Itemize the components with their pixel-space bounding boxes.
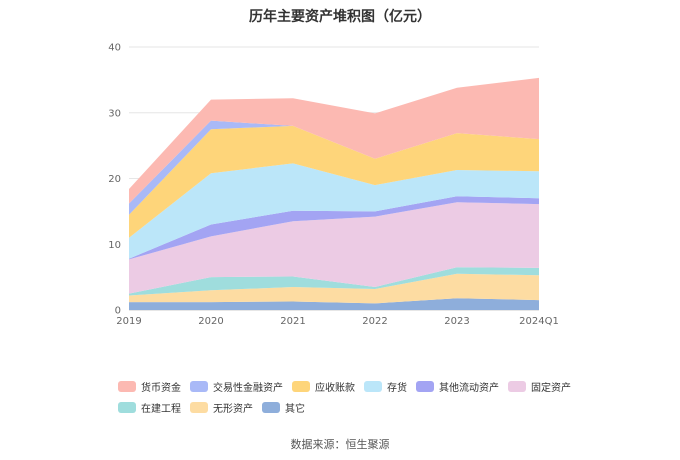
legend-label: 应收账款 (315, 383, 355, 394)
legend-label: 交易性金融资产 (213, 383, 283, 394)
legend-item[interactable]: 货币资金 (118, 379, 181, 394)
legend-swatch (262, 402, 280, 413)
x-tick-label: 2020 (198, 316, 223, 327)
x-tick-label: 2019 (116, 316, 141, 327)
legend-item[interactable]: 其他流动资产 (416, 379, 499, 394)
y-tick-label: 0 (115, 306, 121, 317)
legend-label: 货币资金 (141, 383, 181, 394)
area-其他流动资产[interactable] (129, 196, 539, 260)
stacked-area-chart: 0 10 20 30 40 2019 2020 2021 2022 2023 2024Q1 (108, 43, 559, 328)
area-无形资产[interactable] (129, 273, 539, 304)
legend-label: 其它 (285, 404, 305, 415)
legend-swatch (118, 402, 136, 413)
area-固定资产[interactable] (129, 202, 539, 294)
legend-swatch (118, 381, 136, 392)
area-应收账款[interactable] (129, 125, 539, 238)
legend-label: 固定资产 (531, 383, 571, 394)
legend-label: 无形资产 (213, 404, 253, 415)
y-tick-label: 10 (108, 240, 121, 251)
area-其它[interactable] (129, 298, 539, 310)
legend-item[interactable]: 交易性金融资产 (190, 379, 283, 394)
x-tick-label: 2021 (280, 316, 305, 327)
legend-item[interactable]: 无形资产 (190, 400, 253, 415)
legend: 货币资金 交易性金融资产 应收账款 存货 其他流动资产 固定资产在建工程 无形资产 其它 (118, 379, 588, 415)
area-货币资金[interactable] (129, 77, 539, 204)
x-tick-label: 2024Q1 (519, 316, 559, 327)
y-tick-label: 20 (108, 174, 121, 185)
legend-item[interactable]: 应收账款 (292, 379, 355, 394)
x-tick-label: 2022 (362, 316, 387, 327)
x-tick-label: 2023 (444, 316, 469, 327)
legend-item[interactable]: 存货 (364, 379, 407, 394)
legend-swatch (190, 381, 208, 392)
y-tick-label: 30 (108, 108, 121, 119)
legend-label: 存货 (387, 383, 407, 394)
area-在建工程[interactable] (129, 267, 539, 296)
legend-swatch (364, 381, 382, 392)
legend-swatch (416, 381, 434, 392)
legend-label: 在建工程 (141, 404, 181, 415)
legend-item[interactable]: 在建工程 (118, 400, 181, 415)
legend-item[interactable]: 其它 (262, 400, 305, 415)
chart-title: 历年主要资产堆积图（亿元） (249, 9, 431, 25)
area-存货[interactable] (129, 163, 539, 259)
y-tick-label: 40 (108, 43, 121, 54)
legend-swatch (508, 381, 526, 392)
data-source: 数据来源：恒生聚源 (290, 438, 390, 451)
legend-swatch (190, 402, 208, 413)
legend-swatch (292, 381, 310, 392)
legend-item[interactable]: 固定资产 (508, 379, 571, 394)
legend-label: 其他流动资产 (439, 383, 499, 394)
